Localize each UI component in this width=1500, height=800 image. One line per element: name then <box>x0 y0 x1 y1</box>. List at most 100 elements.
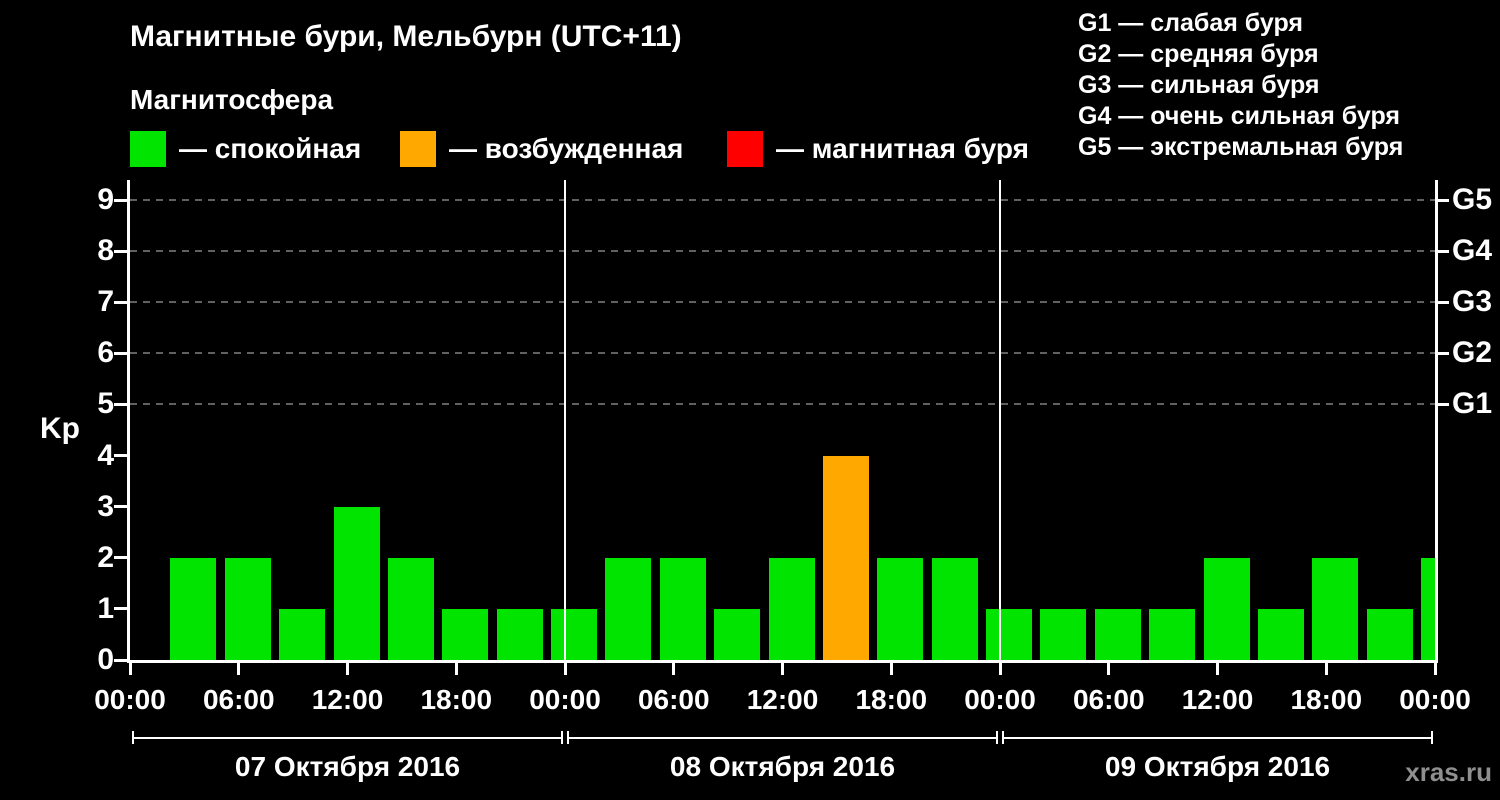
kp-bar <box>442 608 489 660</box>
storm-scale-line-g2: G2 — средняя буря <box>1078 40 1319 68</box>
kp-bar <box>768 557 815 660</box>
g-scale-axis-label: G1 <box>1452 387 1493 421</box>
kp-gridline <box>130 301 1435 304</box>
g-scale-tick <box>1438 249 1449 253</box>
y-axis-tick-label: 6 <box>97 336 114 370</box>
time-tick-label: 00:00 <box>964 684 1036 715</box>
legend-item-quiet: — спокойная <box>130 130 361 168</box>
kp-gridline <box>130 352 1435 355</box>
time-tick <box>454 663 458 675</box>
y-axis-tick-label: 9 <box>97 183 114 216</box>
time-tick <box>781 663 784 675</box>
kp-bar <box>822 455 869 660</box>
kp-gridline <box>130 250 1435 253</box>
kp-bar <box>1421 557 1435 660</box>
date-label: 08 Октября 2016 <box>669 751 896 782</box>
time-tick <box>346 663 349 675</box>
time-tick <box>1433 663 1437 675</box>
kp-bar <box>224 557 271 660</box>
y-axis-tick <box>114 402 127 406</box>
time-tick <box>1324 663 1328 675</box>
time-tick-label: 06:00 <box>637 684 710 715</box>
storm-scale-line-g3: G3 — сильная буря <box>1078 71 1320 99</box>
y-axis-tick-label: 1 <box>97 591 114 625</box>
time-tick <box>998 663 1002 675</box>
date-bracket-cap <box>1431 731 1433 744</box>
g-scale-axis-label: G5 <box>1452 183 1493 216</box>
y-axis-tick-label: 3 <box>97 489 114 523</box>
kp-bar <box>1257 608 1304 660</box>
time-tick-label: 12:00 <box>311 684 384 715</box>
y-axis-tick <box>114 556 127 560</box>
kp-bar <box>1312 557 1359 660</box>
kp-gridline <box>130 403 1435 406</box>
day-divider-line <box>999 180 1001 660</box>
kp-bar <box>605 557 652 660</box>
page-title: Магнитные бури, Мельбурн (UTC+11) <box>130 20 682 53</box>
date-bracket-cap <box>567 731 569 744</box>
storm-scale-line-g1: G1 — слабая буря <box>1078 9 1304 37</box>
date-bracket <box>132 737 563 739</box>
kp-bar <box>1149 608 1196 660</box>
g-scale-tick <box>1438 198 1449 202</box>
time-tick <box>672 663 676 675</box>
x-axis-line <box>127 660 1438 663</box>
y-axis-tick-label: 2 <box>97 540 114 574</box>
date-bracket <box>1002 737 1433 739</box>
time-tick-label: 18:00 <box>855 684 928 715</box>
time-tick <box>1216 663 1219 675</box>
legend-item-storm: — магнитная буря <box>727 130 1029 168</box>
legend-item-label: — спокойная <box>179 133 362 164</box>
g-scale-tick <box>1438 300 1449 304</box>
watermark: xras.ru <box>1405 757 1492 787</box>
excited-color-swatch <box>400 131 436 167</box>
date-bracket-cap <box>561 731 563 744</box>
y-axis-tick-label: 4 <box>97 438 114 472</box>
time-tick-label: 12:00 <box>746 684 819 715</box>
y-axis-tick-label: 0 <box>97 643 114 676</box>
kp-bar <box>496 608 543 660</box>
date-label: 09 Октября 2016 <box>1104 751 1331 782</box>
y-axis-line <box>127 180 130 663</box>
kp-bar <box>1040 608 1087 660</box>
kp-bar <box>659 557 706 660</box>
y-axis-title: Kp <box>40 412 80 445</box>
kp-bar <box>1094 608 1141 660</box>
date-bracket-cap <box>996 731 998 744</box>
chart-subtitle: Магнитосфера <box>130 84 334 115</box>
kp-bar <box>170 557 217 660</box>
y-axis-tick-label: 7 <box>97 285 114 319</box>
kp-bar <box>333 506 380 660</box>
kp-bar <box>279 608 326 660</box>
time-tick-label: 06:00 <box>1072 684 1145 715</box>
time-tick-label: 00:00 <box>1399 684 1471 715</box>
time-tick <box>237 663 241 675</box>
date-label: 07 Октября 2016 <box>234 751 461 782</box>
y-axis-tick <box>114 351 127 355</box>
kp-bar <box>931 557 978 660</box>
time-tick-label: 18:00 <box>1290 684 1363 715</box>
storm-scale-line-g4: G4 — очень сильная буря <box>1078 102 1400 130</box>
kp-bar <box>1203 557 1250 660</box>
day-divider-line <box>564 180 566 660</box>
time-tick-label: 00:00 <box>529 684 601 715</box>
g-scale-axis-label: G2 <box>1452 336 1493 370</box>
g-scale-axis-label: G4 <box>1452 234 1493 268</box>
y-axis-tick <box>114 300 127 304</box>
legend-item-label: — возбужденная <box>449 133 684 164</box>
kp-bar <box>877 557 924 660</box>
legend-item-label: — магнитная буря <box>776 133 1029 164</box>
kp-bar <box>714 608 761 660</box>
storm-color-swatch <box>727 131 763 167</box>
kp-bar <box>387 557 434 660</box>
g-scale-tick <box>1438 402 1449 406</box>
time-tick-label: 00:00 <box>94 684 166 715</box>
time-tick <box>889 663 893 675</box>
y-axis-tick <box>114 249 127 253</box>
y-axis-tick-label: 5 <box>97 387 114 421</box>
date-bracket <box>567 737 998 739</box>
kp-gridline <box>130 199 1435 201</box>
time-tick-label: 06:00 <box>202 684 275 715</box>
